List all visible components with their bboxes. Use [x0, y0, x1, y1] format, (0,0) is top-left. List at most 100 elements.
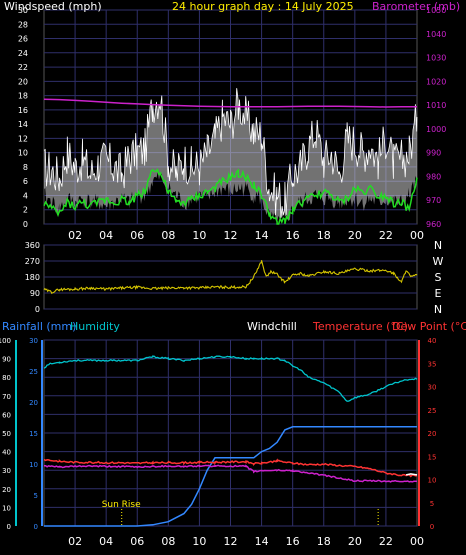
hour-tick: 14	[255, 229, 269, 242]
direction-degree-tick: 0	[35, 305, 40, 314]
temperature-tick: 0	[430, 523, 434, 531]
hour-tick: 12	[224, 535, 238, 548]
humidity-tick: 90	[2, 356, 11, 364]
temperature-tick: 15	[428, 453, 437, 461]
humidity-tick: 50	[2, 430, 11, 438]
windspeed-tick: 28	[18, 20, 28, 29]
windspeed-tick: 18	[18, 92, 28, 101]
windspeed-tick: 22	[18, 63, 28, 72]
hour-tick: 12	[224, 229, 238, 242]
hour-tick: 16	[286, 229, 300, 242]
windspeed-tick: 10	[18, 149, 28, 158]
windspeed-tick: 20	[18, 77, 28, 86]
windspeed-tick: 26	[18, 35, 28, 44]
hour-tick: 18	[317, 229, 331, 242]
rain-tick: 10	[29, 461, 38, 469]
barometer-tick: 1000	[426, 125, 446, 134]
direction-degree-tick: 360	[25, 241, 40, 250]
direction-compass-tick: N	[434, 239, 442, 252]
barometer-tick: 1030	[426, 54, 446, 63]
windspeed-gust-line	[43, 88, 418, 218]
direction-compass-tick: S	[435, 271, 442, 284]
direction-degree-tick: 180	[25, 273, 40, 282]
barometer-tick: 990	[426, 149, 441, 158]
dewpoint-line	[44, 464, 418, 483]
windspeed-tick: 24	[18, 49, 28, 58]
windspeed-tick: 14	[18, 120, 28, 129]
direction-degree-tick: 270	[25, 257, 40, 266]
windspeed-average-line	[43, 168, 418, 225]
humidity-tick: 60	[2, 411, 11, 419]
humidity-tick: 40	[2, 449, 11, 457]
hour-tick: 20	[348, 535, 362, 548]
temperature-line	[43, 458, 418, 478]
humidity-tick: 70	[2, 393, 11, 401]
rain-tick: 5	[34, 492, 38, 500]
barometer-tick: 1010	[426, 101, 446, 110]
temperature-tick: 25	[428, 407, 437, 415]
hour-tick: 10	[192, 229, 206, 242]
direction-degree-tick: 90	[30, 289, 40, 298]
hour-tick: 02	[68, 229, 82, 242]
humidity-tick: 100	[0, 337, 11, 345]
windspeed-tick: 8	[23, 163, 28, 172]
windspeed-tick: 0	[23, 220, 28, 229]
hour-tick: 22	[379, 229, 393, 242]
temperature-tick: 20	[428, 430, 437, 438]
barometer-tick: 1020	[426, 77, 446, 86]
hour-tick: 22	[379, 535, 393, 548]
humidity-line	[43, 355, 418, 402]
barometer-tick: 970	[426, 196, 441, 205]
barometer-tick: 1050	[426, 6, 446, 15]
hour-tick: 08	[161, 229, 175, 242]
humidity-tick: 20	[2, 486, 11, 494]
direction-compass-tick: E	[435, 287, 442, 300]
barometer-label: Barometer (mb)	[372, 0, 460, 13]
direction-compass-tick: N	[434, 303, 442, 316]
direction-compass-tick: W	[433, 255, 444, 268]
windspeed-label: Windspeed (mph)	[4, 0, 102, 13]
temperature-tick: 30	[428, 384, 437, 392]
hour-tick: 00	[410, 535, 424, 548]
hour-tick: 16	[286, 535, 300, 548]
windchill-line	[405, 473, 418, 476]
barometer-line	[43, 98, 417, 108]
hour-tick: 08	[161, 535, 175, 548]
hour-tick: 02	[68, 535, 82, 548]
humidity-label: Humidity	[70, 320, 120, 333]
windspeed-tick: 4	[23, 191, 28, 200]
rainfall-label: Rainfall (mm)	[2, 320, 76, 333]
hour-tick: 06	[130, 229, 144, 242]
rain-tick: 25	[29, 368, 38, 376]
rain-humidity-temp-panel: 0 10 20 30 40 50 60 70 80 90 100 0 5 10 15 20 25 30 0 5 10…	[0, 320, 466, 548]
windspeed-tick: 30	[18, 6, 28, 15]
hour-tick: 06	[130, 535, 144, 548]
hour-tick: 14	[255, 535, 269, 548]
temperature-label: Temperature (°C)	[312, 320, 408, 333]
rain-tick: 30	[29, 337, 38, 345]
windspeed-tick: 6	[23, 177, 28, 186]
hour-tick: 04	[99, 535, 113, 548]
humidity-tick: 80	[2, 374, 11, 382]
barometer-tick: 960	[426, 220, 441, 229]
rainfall-line	[44, 426, 417, 527]
temperature-tick: 5	[430, 500, 434, 508]
dewpoint-label: Dew Point (°C)	[392, 320, 466, 333]
rain-tick: 15	[29, 430, 38, 438]
hour-tick: 00	[410, 229, 424, 242]
hour-tick: 10	[192, 535, 206, 548]
gust-range-area	[44, 88, 417, 224]
humidity-tick: 30	[2, 467, 11, 475]
sunrise-label: Sun Rise	[102, 500, 141, 510]
barometer-tick: 1040	[426, 30, 446, 39]
windspeed-tick: 2	[23, 206, 28, 215]
windspeed-tick: 12	[18, 134, 28, 143]
hour-tick: 04	[99, 229, 113, 242]
windchill-label: Windchill	[247, 320, 297, 333]
rain-tick: 20	[29, 399, 38, 407]
humidity-tick: 10	[2, 504, 11, 512]
windspeed-tick: 16	[18, 106, 28, 115]
barometer-tick: 980	[426, 172, 441, 181]
